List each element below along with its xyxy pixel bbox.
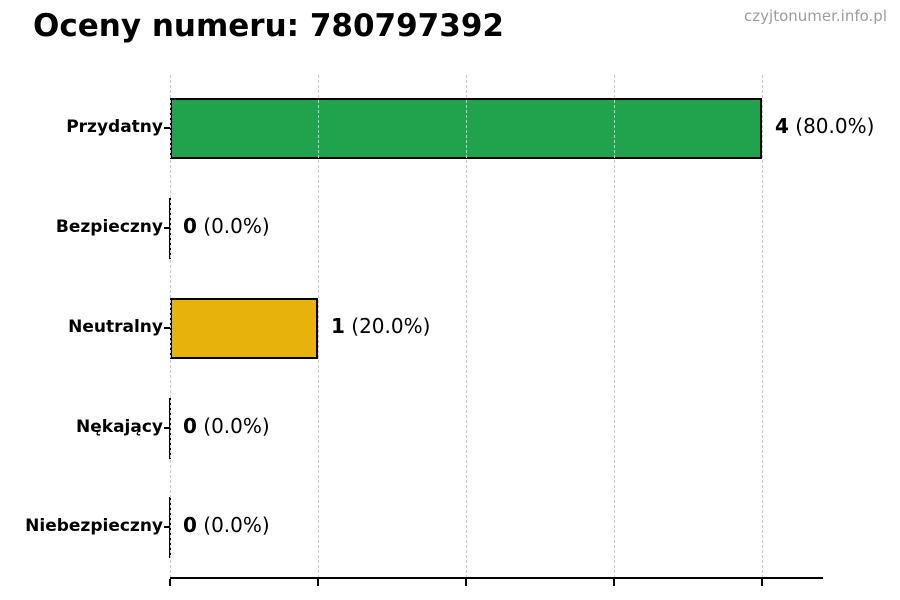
value-percentage: (0.0%) bbox=[196, 214, 270, 238]
watermark-text: czyjtonumer.info.pl bbox=[744, 7, 887, 25]
y-axis-tick bbox=[164, 526, 170, 528]
category-label: Nękający bbox=[76, 417, 163, 437]
x-axis-tick-3 bbox=[613, 579, 615, 586]
gridline-x-3 bbox=[614, 75, 615, 578]
value-label: 0 (0.0%) bbox=[183, 513, 270, 537]
value-label: 0 (0.0%) bbox=[183, 414, 270, 438]
gridline-x-0 bbox=[170, 75, 171, 578]
value-count: 1 bbox=[331, 314, 345, 338]
x-axis-tick-1 bbox=[317, 579, 319, 586]
chart-title: Oceny numeru: 780797392 bbox=[33, 8, 504, 44]
value-count: 0 bbox=[183, 513, 197, 537]
value-label: 4 (80.0%) bbox=[775, 114, 874, 138]
value-count: 0 bbox=[183, 414, 197, 438]
y-axis-tick bbox=[164, 327, 170, 329]
value-percentage: (20.0%) bbox=[344, 314, 431, 338]
y-axis-tick bbox=[164, 227, 170, 229]
x-axis-spine bbox=[170, 577, 823, 579]
value-count: 4 bbox=[775, 114, 789, 138]
value-percentage: (80.0%) bbox=[788, 114, 875, 138]
y-axis-tick bbox=[164, 427, 170, 429]
value-percentage: (0.0%) bbox=[196, 414, 270, 438]
gridline-x-4 bbox=[762, 75, 763, 578]
value-label: 0 (0.0%) bbox=[183, 214, 270, 238]
x-axis-tick-2 bbox=[465, 579, 467, 586]
category-label: Przydatny bbox=[66, 117, 163, 137]
gridline-x-2 bbox=[466, 75, 467, 578]
value-label: 1 (20.0%) bbox=[331, 314, 430, 338]
category-label: Bezpieczny bbox=[55, 217, 163, 237]
category-label: Niebezpieczny bbox=[25, 516, 163, 536]
y-axis-tick bbox=[164, 127, 170, 129]
value-count: 0 bbox=[183, 214, 197, 238]
bar-neutralny bbox=[170, 298, 318, 359]
gridline-x-1 bbox=[318, 75, 319, 578]
category-label: Neutralny bbox=[68, 317, 163, 337]
value-percentage: (0.0%) bbox=[196, 513, 270, 537]
x-axis-tick-4 bbox=[761, 579, 763, 586]
x-axis-tick-0 bbox=[169, 579, 171, 586]
